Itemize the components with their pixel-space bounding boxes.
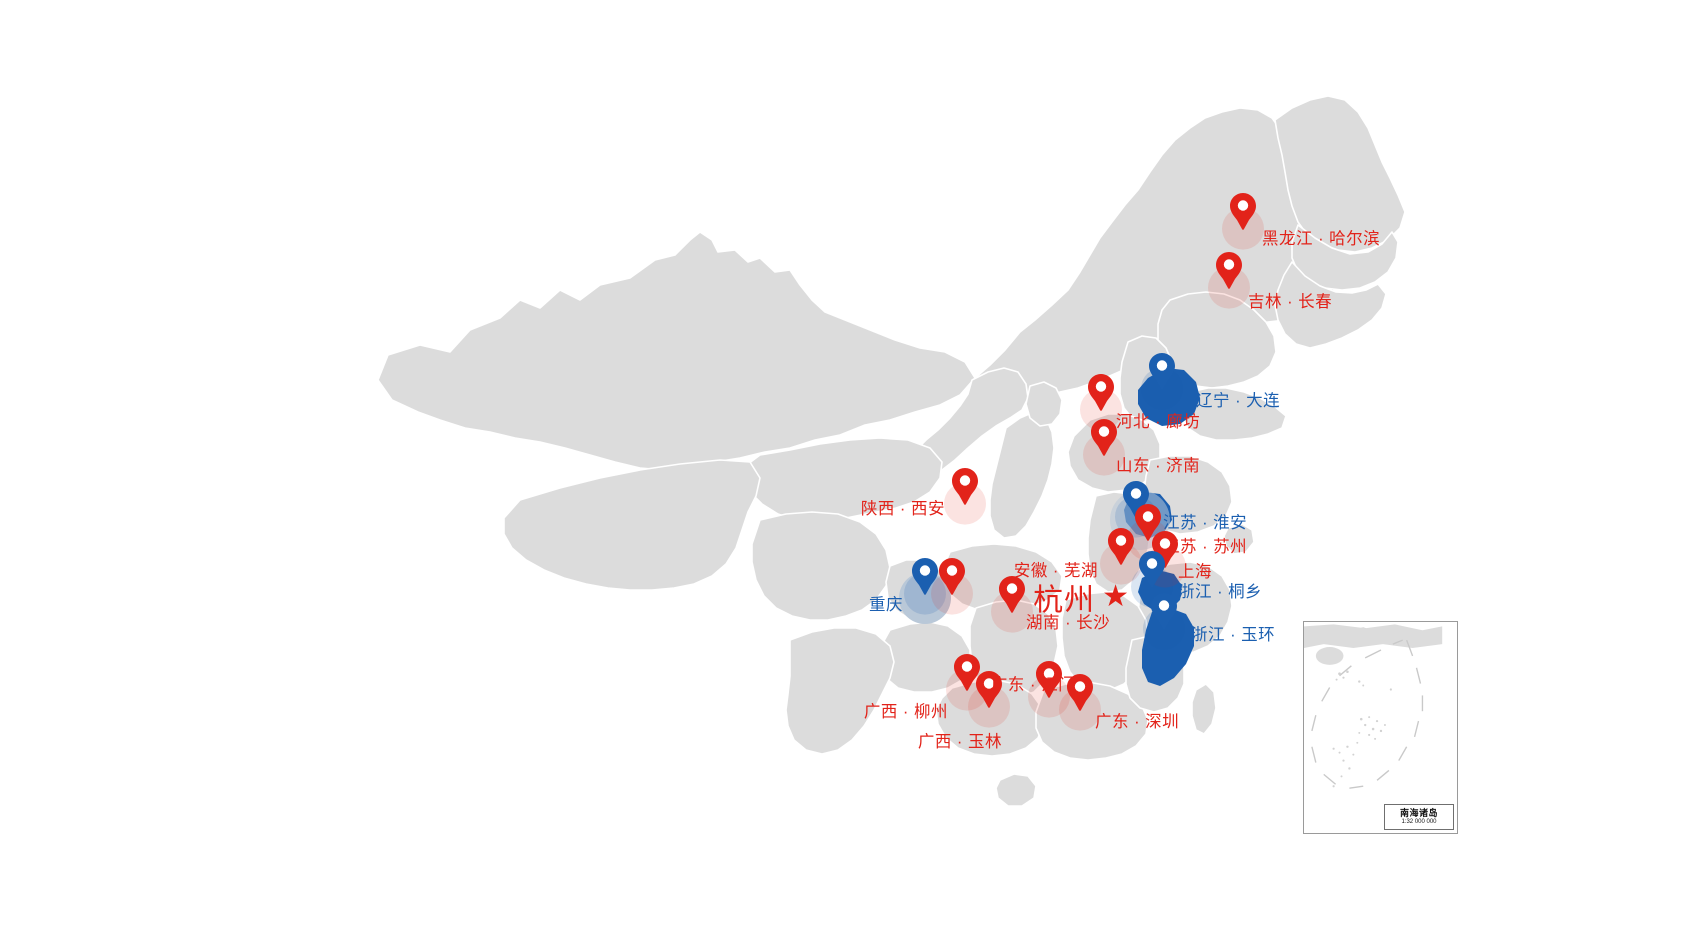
map-label-changchun: 吉林 · 长春	[1248, 293, 1333, 311]
map-label-wuhu: 安徽 · 芜湖	[1013, 562, 1098, 580]
map-label-tongxiang: 浙江 · 桐乡	[1178, 583, 1263, 601]
highlighted-regions	[899, 368, 1200, 686]
map-label-suzhou: 江苏 · 苏州	[1163, 538, 1248, 556]
map-label-jinan: 山东 · 济南	[1116, 457, 1201, 475]
headquarters-label: 杭州	[1033, 584, 1096, 617]
map-label-shanghai: 上海	[1178, 563, 1212, 581]
south-china-sea-inset: 南海诸岛 1:32 000 000	[1303, 621, 1458, 834]
inset-dashed-boundary	[1311, 639, 1424, 789]
map-marker-jinan[interactable]	[1083, 418, 1125, 476]
inset-coastline	[1304, 624, 1443, 665]
map-marker-changchun[interactable]	[1208, 251, 1250, 309]
map-label-dalian: 辽宁 · 大连	[1196, 392, 1281, 410]
star-icon: ★	[1102, 580, 1130, 613]
map-label-chongqing: 重庆	[869, 596, 903, 614]
map-marker-chongqing[interactable]	[904, 557, 946, 615]
inset-scale: 1:32 000 000	[1401, 818, 1437, 825]
inset-title: 南海诸岛	[1399, 808, 1438, 819]
headquarters-hangzhou[interactable]: 杭州 ★	[1033, 575, 1130, 619]
map-marker-changsha[interactable]	[991, 575, 1033, 633]
map-label-changsha: 湖南 · 长沙	[1026, 614, 1111, 632]
map-label-langfang: 河北 · 廊坊	[1116, 413, 1201, 431]
map-label-liuzhou: 广西 · 柳州	[863, 703, 948, 721]
map-marker-wuhu[interactable]	[1100, 527, 1142, 585]
map-label-xian: 陕西 · 西安	[860, 500, 945, 518]
map-label-jiangmen: 广东 · 江门	[990, 676, 1076, 694]
map-marker-jiangmen[interactable]	[1028, 660, 1070, 718]
map-label-shenzhen: 广东 · 深圳	[1095, 713, 1180, 731]
map-marker-harbin[interactable]	[1222, 192, 1264, 250]
map-marker-xian[interactable]	[944, 467, 986, 525]
map-marker-yuhuan[interactable]	[1143, 592, 1185, 650]
map-marker-shenzhen[interactable]	[1059, 673, 1101, 731]
map-label-yuhuan: 浙江 · 玉环	[1191, 626, 1276, 644]
map-label-huaian: 江苏 · 淮安	[1163, 514, 1248, 532]
map-label-yulin: 广西 · 玉林	[917, 733, 1002, 751]
map-marker-langfang[interactable]	[1080, 373, 1122, 431]
map-marker-dalian[interactable]	[1141, 352, 1183, 410]
map-marker-tongxiang[interactable]	[1131, 550, 1173, 608]
map-marker-yulin[interactable]	[968, 670, 1010, 728]
map-marker-chongqing2[interactable]	[931, 557, 973, 615]
map-label-harbin: 黑龙江 · 哈尔滨	[1262, 230, 1381, 248]
inset-islands	[1332, 670, 1392, 788]
inset-scale-badge: 南海诸岛 1:32 000 000	[1384, 804, 1454, 830]
